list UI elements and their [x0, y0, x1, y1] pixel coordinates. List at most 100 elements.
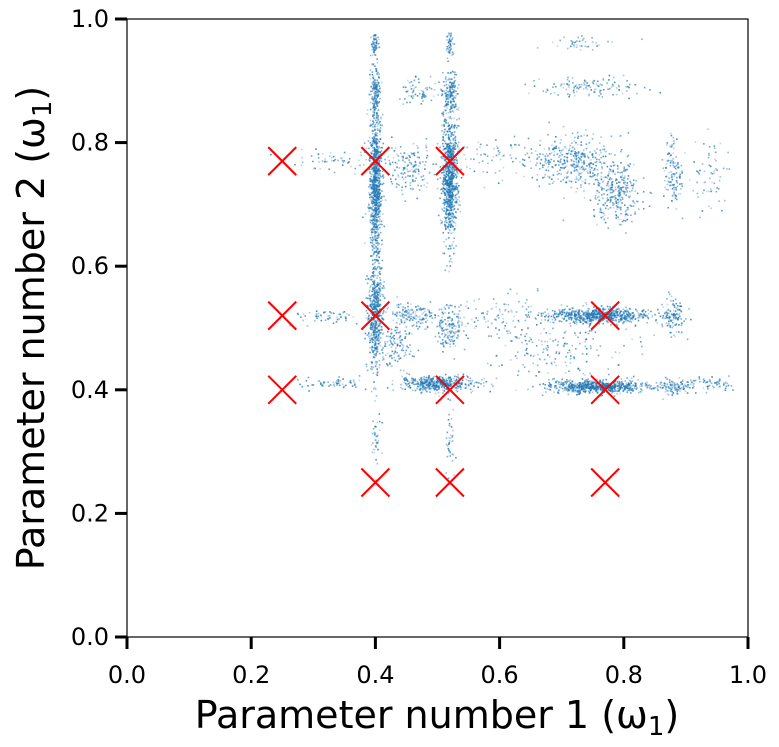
scatter-point-cluster-8: [377, 314, 379, 317]
scatter-point-cluster-0: [376, 235, 378, 237]
scatter-point-cluster-12: [449, 381, 451, 383]
scatter-point-cluster-1: [453, 187, 456, 189]
scatter-point-cluster-13: [548, 379, 550, 381]
scatter-point-cluster-8: [366, 282, 369, 285]
scatter-point-cluster-0: [375, 167, 378, 169]
scatter-point-cluster-6: [412, 95, 415, 97]
scatter-point-cluster-12: [470, 381, 473, 384]
scatter-point-cluster-10: [402, 316, 404, 319]
scatter-point-cluster-6: [414, 93, 417, 96]
scatter-point-cluster-9: [452, 343, 455, 345]
scatter-point-cluster-14: [600, 312, 603, 315]
scatter-point-cluster-11: [395, 347, 397, 349]
scatter-point-cluster-8: [371, 337, 373, 340]
scatter-point-cluster-13: [588, 388, 591, 390]
scatter-point-cluster-13: [542, 383, 545, 385]
scatter-point-cluster-1: [450, 142, 453, 145]
scatter-point-cluster-0: [377, 192, 379, 194]
scatter-point-cluster-8: [375, 366, 377, 368]
scatter-point-cluster-10: [423, 318, 425, 320]
scatter-point-cluster-13: [587, 383, 590, 386]
scatter-point-cluster-0: [373, 225, 376, 228]
scatter-point-cluster-0: [370, 233, 373, 236]
scatter-point-cluster-12: [429, 381, 432, 384]
scatter-point-cluster-10: [394, 313, 396, 316]
scatter-point-cluster-12: [450, 378, 453, 381]
scatter-point-cluster-1: [442, 149, 444, 151]
scatter-point-cluster-12: [445, 382, 447, 385]
scatter-point-cluster-14: [585, 311, 587, 313]
scatter-point-cluster-8: [370, 316, 373, 319]
scatter-point-cluster-7: [424, 168, 426, 170]
scatter-point-cluster-0: [375, 246, 377, 248]
scatter-point-cluster-4: [449, 81, 451, 84]
scatter-point-cluster-10: [410, 303, 412, 305]
scatter-point-cluster-0: [372, 209, 374, 211]
scatter-point-cluster-1: [442, 164, 444, 167]
scatter-point-cluster-1: [453, 168, 456, 171]
scatter-point-cluster-10: [402, 308, 404, 311]
scatter-point-cluster-8: [371, 307, 374, 310]
scatter-point-cluster-12: [449, 385, 452, 387]
scatter-point-cluster-8: [381, 359, 384, 361]
scatter-point-cluster-6: [422, 93, 424, 95]
scatter-point-cluster-4: [444, 118, 446, 121]
scatter-point-cluster-1: [449, 177, 452, 180]
scatter-point-cluster-0: [375, 239, 377, 241]
scatter-point-cluster-13: [637, 379, 640, 381]
scatter-point-cluster-0: [373, 208, 376, 211]
scatter-point-cluster-1: [451, 168, 454, 171]
scatter-point-cluster-0: [378, 185, 381, 187]
scatter-point-cluster-12: [456, 385, 459, 388]
scatter-point-cluster-0: [370, 152, 373, 154]
scatter-point-cluster-6: [424, 94, 426, 97]
scatter-point-cluster-1: [442, 190, 444, 192]
scatter-point-cluster-14: [611, 315, 613, 317]
scatter-point-cluster-14: [603, 308, 605, 310]
scatter-point-cluster-8: [373, 308, 376, 310]
scatter-point-cluster-12: [490, 383, 493, 386]
scatter-point-cluster-1: [445, 228, 447, 230]
scatter-point-cluster-8: [364, 332, 367, 335]
scatter-point-cluster-3: [373, 38, 375, 40]
scatter-point-cluster-14: [560, 320, 563, 323]
scatter-point-cluster-8: [372, 275, 375, 278]
scatter-point-cluster-13: [628, 383, 631, 385]
scatter-point-cluster-8: [372, 372, 375, 374]
scatter-point-cluster-4: [443, 85, 446, 87]
scatter-point-cluster-13: [596, 383, 598, 385]
scatter-point-cluster-0: [377, 205, 380, 208]
scatter-point-cluster-4: [457, 87, 459, 89]
scatter-point-cluster-4: [443, 84, 446, 87]
scatter-point-cluster-0: [376, 197, 378, 200]
scatter-point-cluster-13: [605, 385, 607, 388]
scatter-point-cluster-12: [445, 378, 448, 380]
scatter-point-cluster-12: [428, 388, 431, 390]
scatter-point-cluster-4: [447, 60, 449, 63]
scatter-point-cluster-1: [455, 157, 458, 159]
scatter-point-cluster-8: [376, 266, 379, 268]
scatter-point-cluster-12: [423, 378, 426, 381]
scatter-point-cluster-1: [448, 144, 451, 147]
scatter-point-cluster-6: [404, 86, 407, 89]
scatter-point-cluster-8: [371, 362, 373, 365]
scatter-point-cluster-1: [453, 117, 455, 119]
scatter-point-cluster-14: [566, 305, 569, 308]
scatter-point-cluster-12: [448, 377, 450, 379]
scatter-point-cluster-0: [372, 121, 375, 124]
scatter-point-cluster-10: [430, 315, 433, 317]
scatter-point-cluster-4: [451, 85, 453, 88]
scatter-point-cluster-0: [369, 54, 372, 57]
scatter-point-cluster-6: [413, 87, 415, 90]
scatter-point-cluster-12: [420, 376, 423, 379]
scatter-point-cluster-13: [650, 388, 653, 390]
scatter-point-cluster-13: [628, 384, 631, 386]
scatter-point-cluster-12: [429, 388, 432, 390]
scatter-point-cluster-12: [428, 385, 430, 387]
scatter-point-cluster-10: [429, 311, 431, 314]
scatter-point-cluster-1: [457, 124, 459, 127]
scatter-point-cluster-4: [454, 85, 456, 87]
scatter-point-cluster-14: [628, 320, 631, 323]
scatter-point-cluster-0: [382, 142, 385, 145]
